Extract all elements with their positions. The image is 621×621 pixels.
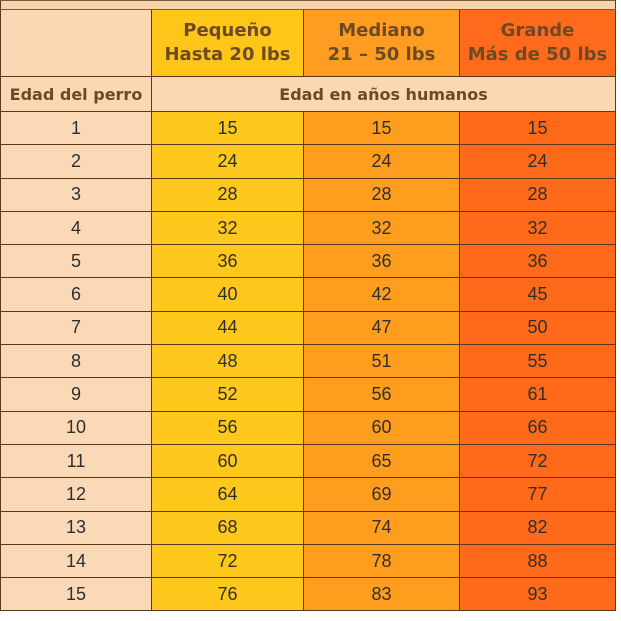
medium-human-age-cell: 51	[303, 344, 460, 379]
medium-human-age-cell: 65	[303, 443, 460, 479]
header-medium: Mediano 21 – 50 lbs	[303, 9, 460, 77]
small-human-age-cell: 36	[151, 244, 304, 279]
dog-age-cell: 15	[0, 577, 152, 612]
dog-age-cell: 7	[0, 310, 152, 346]
large-human-age-cell: 45	[459, 277, 616, 312]
large-human-age-cell: 24	[459, 144, 616, 179]
dog-age-cell: 2	[0, 144, 152, 179]
large-human-age-cell: 66	[459, 410, 616, 445]
header-small-line2: Hasta 20 lbs	[164, 44, 291, 65]
medium-human-age-cell: 78	[303, 543, 460, 579]
header-large-line1: Grande	[500, 20, 575, 41]
table-row: 10 56 60 66	[0, 410, 616, 445]
dog-age-cell: 1	[0, 110, 152, 146]
large-human-age-cell: 77	[459, 477, 616, 512]
large-human-age-cell: 61	[459, 377, 616, 412]
table-row: 1 15 15 15	[0, 110, 616, 146]
small-human-age-cell: 32	[151, 210, 304, 246]
medium-human-age-cell: 56	[303, 377, 460, 412]
dog-age-table: Pequeño Hasta 20 lbs Mediano 21 – 50 lbs…	[0, 0, 616, 612]
header-small: Pequeño Hasta 20 lbs	[151, 9, 304, 77]
small-human-age-cell: 72	[151, 543, 304, 579]
table-row: 8 48 51 55	[0, 344, 616, 379]
table-row: 3 28 28 28	[0, 177, 616, 212]
table-row: 13 68 74 82	[0, 510, 616, 545]
medium-human-age-cell: 74	[303, 510, 460, 545]
header-small-line1: Pequeño	[183, 20, 272, 41]
large-human-age-cell: 55	[459, 344, 616, 379]
size-header-row: Pequeño Hasta 20 lbs Mediano 21 – 50 lbs…	[0, 9, 616, 77]
large-human-age-cell: 72	[459, 443, 616, 479]
dog-age-cell: 12	[0, 477, 152, 512]
dog-age-cell: 8	[0, 344, 152, 379]
dog-age-label: Edad del perro	[0, 76, 152, 112]
header-medium-line1: Mediano	[338, 20, 425, 41]
small-human-age-cell: 64	[151, 477, 304, 512]
header-large-line2: Más de 50 lbs	[467, 44, 608, 65]
dog-age-cell: 9	[0, 377, 152, 412]
table-row: 7 44 47 50	[0, 310, 616, 346]
table-row: 12 64 69 77	[0, 477, 616, 512]
dog-age-cell: 13	[0, 510, 152, 545]
small-human-age-cell: 48	[151, 344, 304, 379]
table-row: 2 24 24 24	[0, 144, 616, 179]
label-header-row: Edad del perro Edad en años humanos	[0, 76, 616, 112]
small-human-age-cell: 28	[151, 177, 304, 212]
small-human-age-cell: 56	[151, 410, 304, 445]
corner-empty-cell	[0, 9, 152, 77]
top-border-cell	[0, 0, 616, 10]
large-human-age-cell: 82	[459, 510, 616, 545]
header-large: Grande Más de 50 lbs	[459, 9, 616, 77]
small-human-age-cell: 60	[151, 443, 304, 479]
small-human-age-cell: 76	[151, 577, 304, 612]
table-row: 4 32 32 32	[0, 210, 616, 246]
medium-human-age-cell: 36	[303, 244, 460, 279]
large-human-age-cell: 88	[459, 543, 616, 579]
medium-human-age-cell: 32	[303, 210, 460, 246]
large-human-age-cell: 15	[459, 110, 616, 146]
dog-age-cell: 11	[0, 443, 152, 479]
medium-human-age-cell: 28	[303, 177, 460, 212]
large-human-age-cell: 28	[459, 177, 616, 212]
large-human-age-cell: 36	[459, 244, 616, 279]
dog-age-cell: 14	[0, 543, 152, 579]
large-human-age-cell: 32	[459, 210, 616, 246]
table-row: 5 36 36 36	[0, 244, 616, 279]
top-border-row	[0, 0, 616, 10]
large-human-age-cell: 93	[459, 577, 616, 612]
human-age-label: Edad en años humanos	[151, 76, 616, 112]
dog-age-cell: 3	[0, 177, 152, 212]
medium-human-age-cell: 47	[303, 310, 460, 346]
small-human-age-cell: 40	[151, 277, 304, 312]
dog-age-cell: 4	[0, 210, 152, 246]
medium-human-age-cell: 60	[303, 410, 460, 445]
dog-age-cell: 5	[0, 244, 152, 279]
medium-human-age-cell: 69	[303, 477, 460, 512]
table-row: 9 52 56 61	[0, 377, 616, 412]
table-row: 14 72 78 88	[0, 543, 616, 579]
medium-human-age-cell: 24	[303, 144, 460, 179]
small-human-age-cell: 15	[151, 110, 304, 146]
small-human-age-cell: 24	[151, 144, 304, 179]
table-row: 15 76 83 93	[0, 577, 616, 612]
table-row: 6 40 42 45	[0, 277, 616, 312]
header-medium-line2: 21 – 50 lbs	[327, 44, 436, 65]
medium-human-age-cell: 83	[303, 577, 460, 612]
small-human-age-cell: 44	[151, 310, 304, 346]
dog-age-cell: 10	[0, 410, 152, 445]
dog-age-cell: 6	[0, 277, 152, 312]
medium-human-age-cell: 15	[303, 110, 460, 146]
small-human-age-cell: 68	[151, 510, 304, 545]
medium-human-age-cell: 42	[303, 277, 460, 312]
large-human-age-cell: 50	[459, 310, 616, 346]
table-row: 11 60 65 72	[0, 443, 616, 479]
small-human-age-cell: 52	[151, 377, 304, 412]
